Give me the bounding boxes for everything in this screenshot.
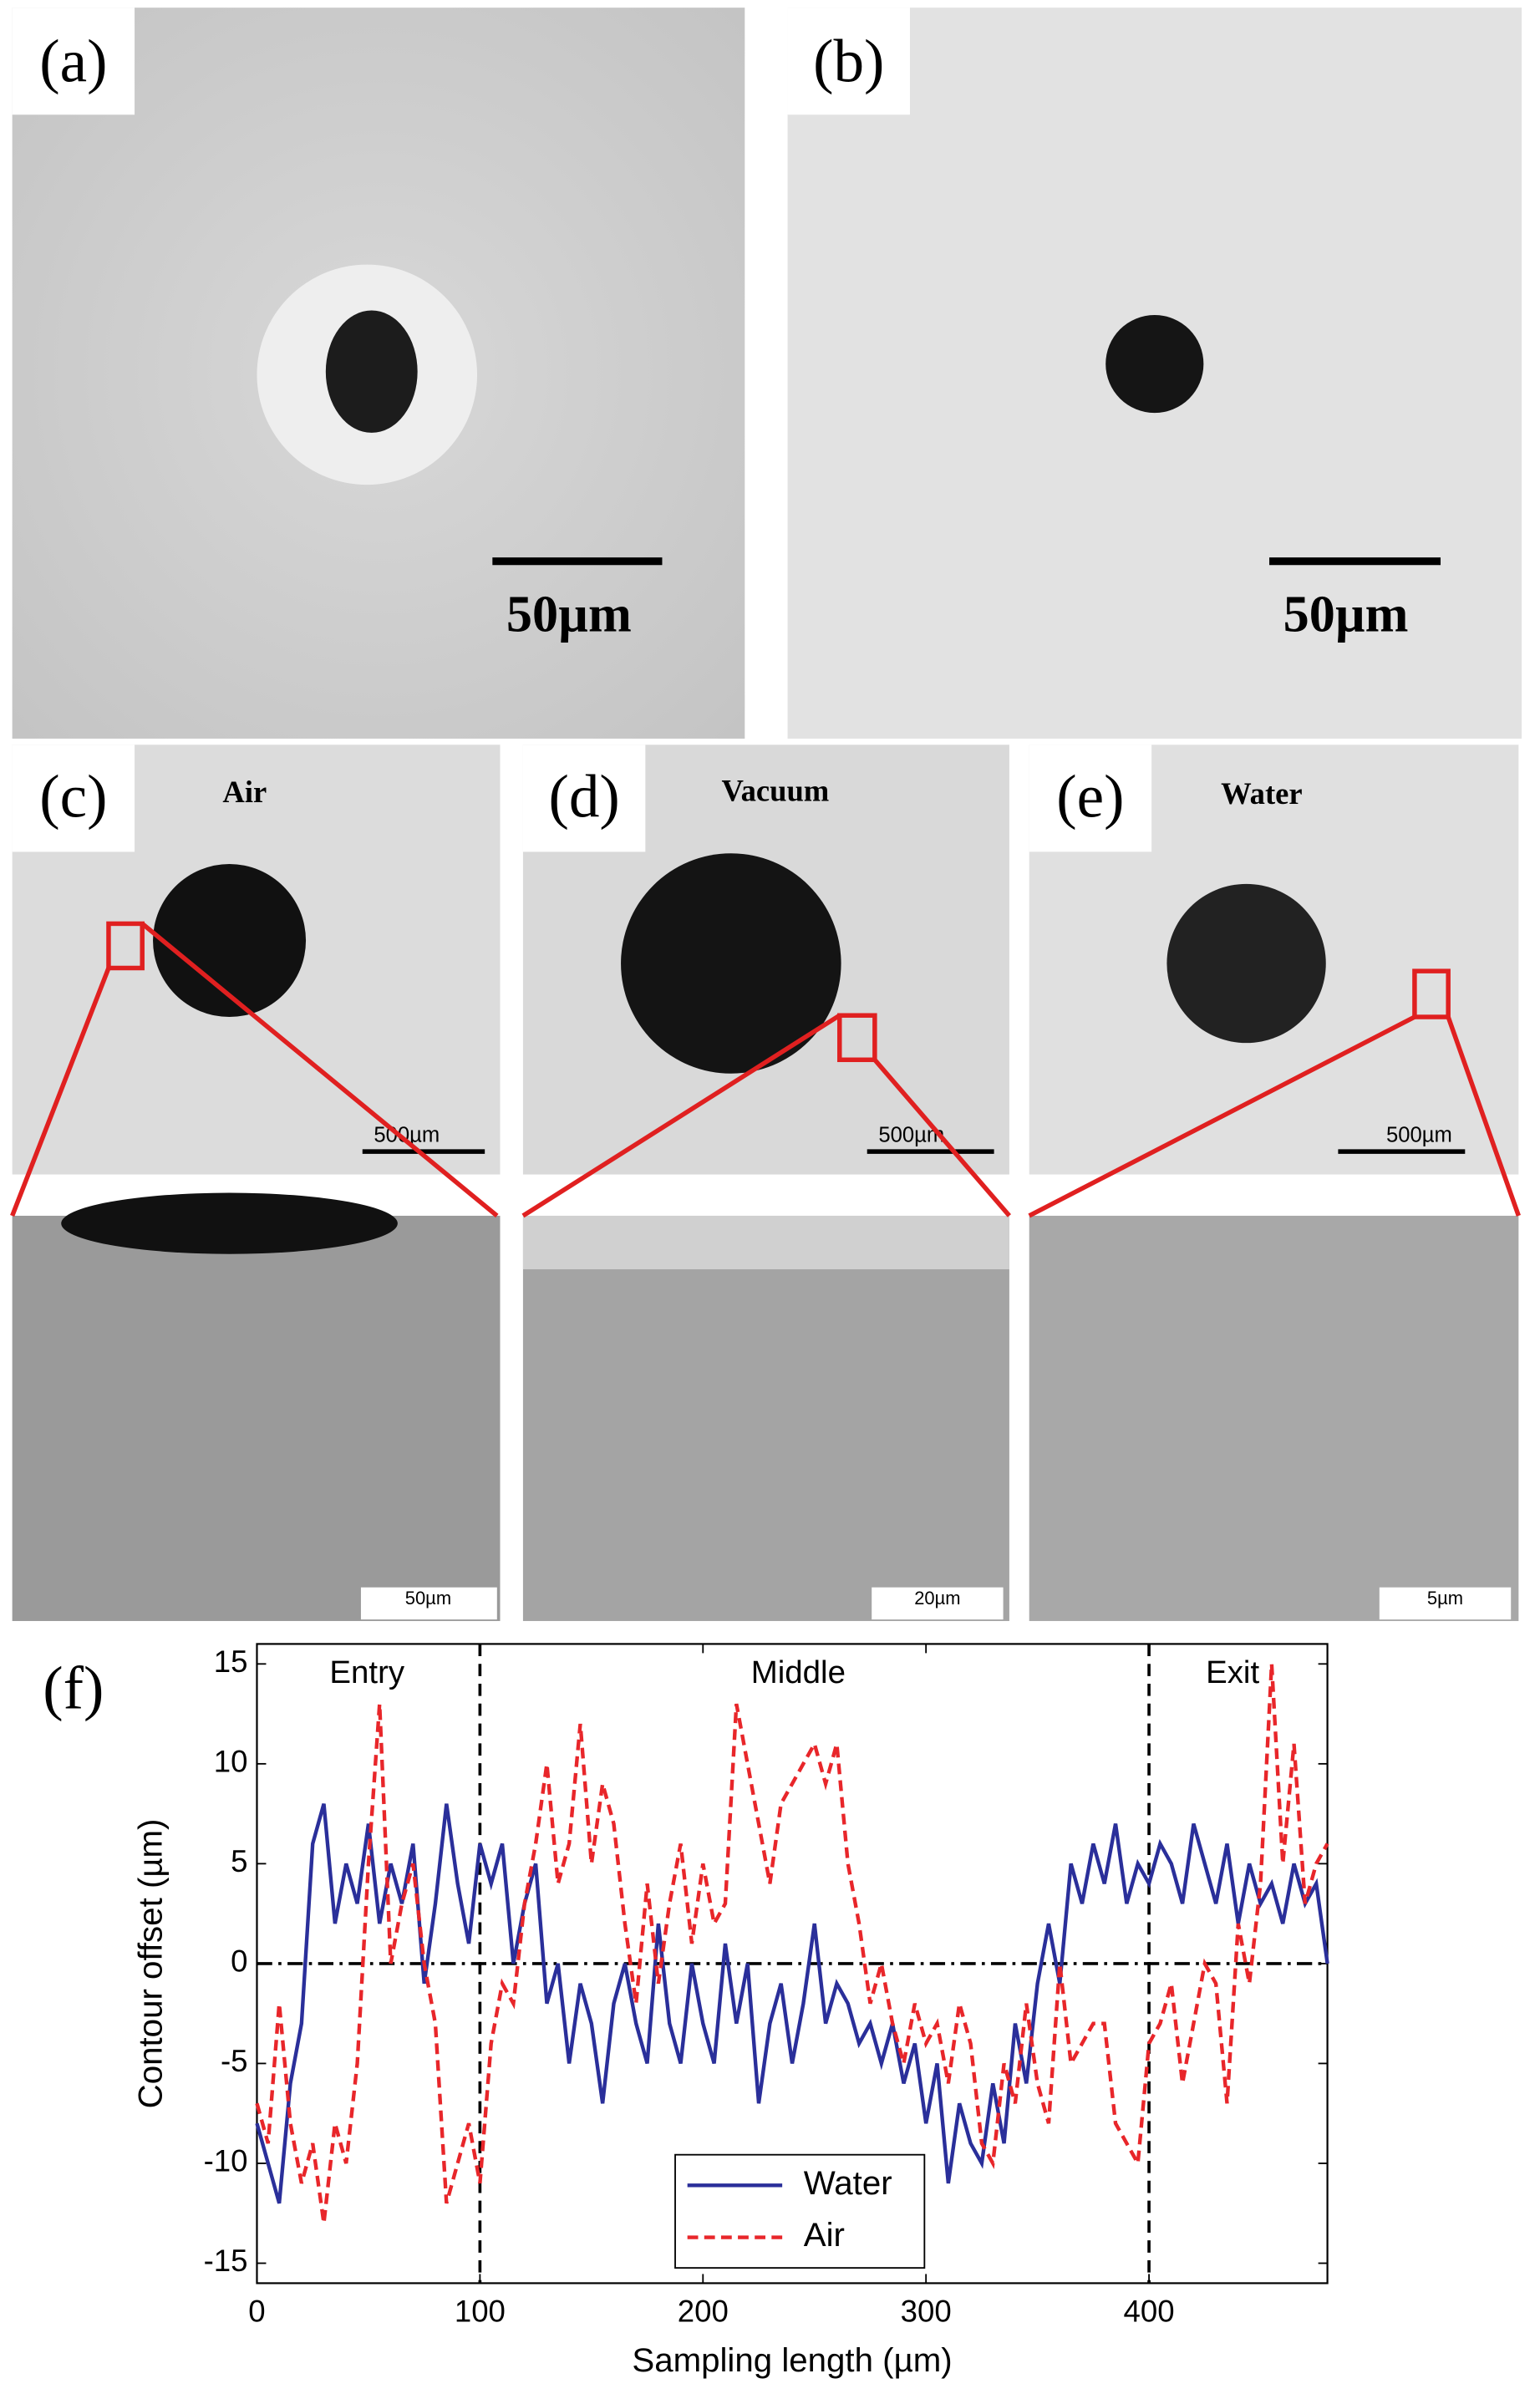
panel-title: Water (1221, 776, 1303, 811)
annotation: Entry (329, 1654, 404, 1690)
panel-label-box (12, 1633, 135, 1741)
scale-label: 50µm (405, 1588, 451, 1609)
scale-label: 500µm (1386, 1124, 1452, 1147)
annotation: Middle (751, 1654, 846, 1690)
panel-label: (d) (548, 763, 619, 831)
x-tick-label: 0 (248, 2295, 265, 2329)
panel-c: (c) Air 500µm 50µm (10, 745, 501, 1621)
panel-b: (b) 50µm (787, 8, 1522, 739)
panel-title: Air (222, 775, 267, 809)
legend-label: Water (804, 2164, 892, 2202)
panel-e: (e) Water 500µm 5µm (1028, 745, 1521, 1621)
panel-label: (b) (813, 27, 884, 94)
panel-label: (f) (43, 1654, 104, 1722)
y-tick-label: -15 (204, 2244, 248, 2278)
data-line (255, 1803, 1329, 2204)
x-tick-label: 100 (455, 2295, 506, 2329)
panel-d: (d) Vacuum 500µm 20µm (521, 745, 1011, 1621)
scale-label: 20µm (914, 1588, 960, 1609)
y-tick-label: 10 (214, 1745, 248, 1779)
panel-a: (a) 50µm (12, 8, 745, 739)
y-tick-label: -10 (204, 2144, 248, 2178)
line-chart: 0 100 200 300 400 -15 -10 -5 0 5 10 15 Entry Middle Ex… (12, 1633, 1329, 2379)
x-tick-label: 300 (901, 2295, 952, 2329)
annotation: Exit (1206, 1654, 1259, 1690)
panel-label: (e) (1056, 763, 1124, 831)
x-axis-label: Sampling length (µm) (632, 2341, 952, 2379)
scale-label: 50µm (1283, 586, 1409, 643)
data-line (255, 1664, 1329, 2224)
x-tick-label: 200 (678, 2295, 729, 2329)
panel-label: (a) (39, 27, 107, 94)
y-tick-label: 0 (231, 1944, 247, 1979)
x-tick-label: 400 (1124, 2295, 1175, 2329)
y-axis-label: Contour offset (µm) (132, 1819, 170, 2109)
y-tick-label: -5 (221, 2044, 248, 2078)
panel-title: Vacuum (722, 773, 830, 807)
legend-box (674, 2153, 926, 2269)
scale-label: 5µm (1427, 1588, 1463, 1609)
y-tick-label: 5 (231, 1844, 247, 1878)
scale-label: 50µm (506, 586, 632, 643)
y-tick-label: 15 (214, 1644, 248, 1679)
panel-label: (c) (39, 763, 107, 831)
legend-label: Air (804, 2216, 845, 2254)
